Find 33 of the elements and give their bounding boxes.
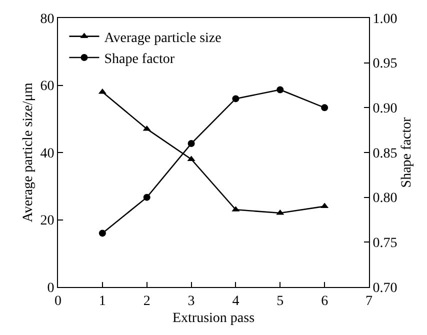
x-tick-label: 2 (143, 294, 150, 309)
point (188, 140, 195, 148)
x-tick-label: 1 (98, 294, 106, 309)
x-tick-label: 5 (276, 294, 284, 309)
y2-axis-title: Shape factor (400, 116, 415, 188)
point (142, 125, 151, 131)
x-tick-label: 7 (366, 294, 372, 309)
y-axis-title: Average particle size/μm (20, 82, 36, 222)
y-tick-label: 0 (47, 280, 54, 296)
y2-tick-label: 0.75 (372, 236, 398, 252)
point (98, 230, 106, 237)
point (143, 194, 150, 201)
x-tick-label: 3 (188, 294, 195, 309)
y2-tick-label: 0.90 (372, 102, 398, 117)
point (276, 86, 284, 94)
y-tick-label: 40 (40, 146, 54, 162)
legend-label: Average particle size (104, 30, 222, 46)
y2-tick-label: 0.95 (372, 56, 398, 72)
y2-tick-label: 0.85 (372, 146, 398, 162)
legend-label: Shape factor (104, 52, 175, 67)
point (232, 95, 240, 102)
point (321, 104, 328, 112)
y2-tick-label: 0.80 (372, 191, 398, 206)
x-tick-label: 4 (232, 294, 240, 309)
y-tick-label: 80 (40, 12, 54, 27)
point (98, 88, 106, 94)
y-tick-label: 60 (40, 79, 54, 94)
point (320, 202, 329, 208)
x-tick-label: 6 (321, 294, 328, 309)
x-axis-title: Extrusion pass (172, 311, 255, 326)
y-tick-label: 20 (40, 214, 54, 229)
y2-tick-label: 0.70 (372, 280, 398, 296)
y2-tick-label: 1.00 (372, 12, 398, 27)
